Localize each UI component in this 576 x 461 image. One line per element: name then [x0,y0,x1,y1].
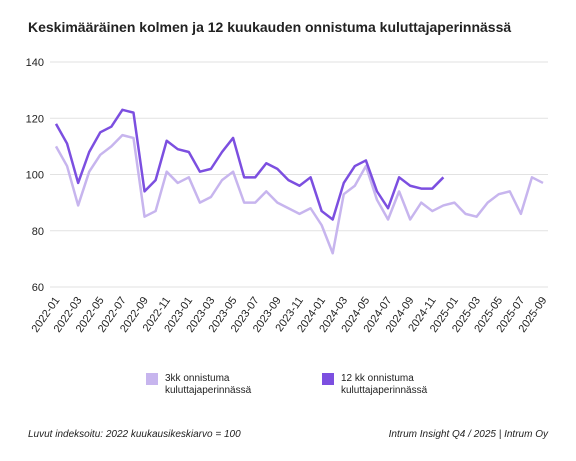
series-line [54,133,544,255]
chart-title: Keskimääräinen kolmen ja 12 kuukauden on… [28,19,511,35]
y-tick-label: 80 [32,226,44,238]
legend-item: 3kk onnistuma kuluttajaperinnässä [146,373,276,397]
series-line [54,108,445,221]
note-right: Intrum Insight Q4 / 2025 | Intrum Oy [389,429,549,440]
legend-item: 12 kk onnistuma kuluttajaperinnässä [322,373,452,397]
y-tick-label: 100 [26,170,44,182]
legend-label: 12 kk onnistuma kuluttajaperinnässä [341,373,428,396]
note-left: Luvut indeksoitu: 2022 kuukausikeskiarvo… [28,429,241,440]
y-tick-label: 120 [26,113,44,125]
legend-swatch [322,373,334,385]
legend-label: 3kk onnistuma kuluttajaperinnässä [165,373,252,396]
y-tick-label: 140 [26,57,44,69]
legend-swatch [146,373,158,385]
y-tick-label: 60 [32,282,44,294]
